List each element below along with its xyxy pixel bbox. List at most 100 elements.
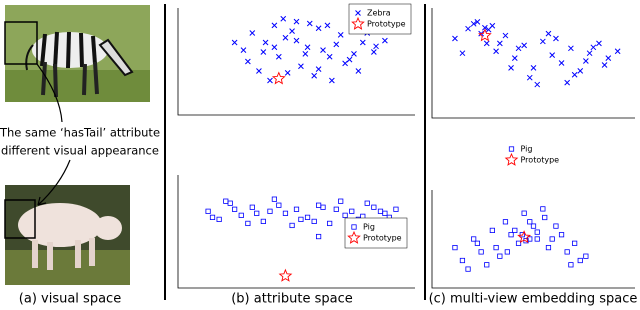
point — [304, 214, 311, 220]
point — [489, 227, 495, 233]
axes — [431, 190, 635, 289]
point — [205, 208, 211, 214]
point — [497, 253, 503, 259]
legend-marker — [351, 16, 365, 30]
caption: (a) visual space — [19, 292, 121, 307]
point — [527, 236, 533, 242]
legend-label: Pig — [521, 145, 533, 154]
prototype-point — [517, 230, 532, 244]
point — [370, 49, 377, 55]
point — [553, 35, 559, 42]
axes — [177, 175, 415, 289]
point — [512, 227, 518, 233]
point — [508, 65, 514, 71]
point — [496, 40, 503, 47]
point — [311, 218, 317, 224]
point — [542, 214, 548, 221]
point — [240, 47, 247, 53]
legend-marker — [355, 10, 361, 16]
point — [245, 58, 251, 65]
point — [326, 53, 333, 60]
point — [293, 206, 300, 212]
point — [583, 253, 589, 259]
point — [276, 202, 282, 208]
point — [282, 210, 289, 216]
point — [351, 51, 357, 57]
legend-label: Prototype — [363, 234, 402, 243]
point — [289, 222, 295, 229]
point — [511, 55, 518, 61]
point — [568, 45, 574, 52]
point — [545, 244, 552, 251]
point — [508, 232, 514, 238]
prototype-point — [478, 28, 492, 42]
annotation: different visual appearance — [1, 144, 159, 158]
point — [249, 204, 255, 210]
axes — [431, 8, 635, 119]
point — [515, 45, 522, 52]
point — [553, 223, 559, 229]
point — [470, 20, 477, 27]
point — [298, 63, 304, 70]
point — [227, 200, 233, 206]
point — [315, 233, 322, 240]
point — [530, 223, 537, 229]
axes — [177, 8, 415, 116]
point — [320, 47, 326, 53]
point — [271, 22, 278, 29]
point — [382, 37, 388, 44]
prototype-point — [271, 71, 286, 85]
point — [459, 257, 466, 264]
point — [373, 43, 379, 50]
point — [293, 37, 300, 44]
point — [572, 240, 578, 246]
legend-marker — [508, 146, 515, 152]
point — [304, 44, 311, 51]
point — [231, 39, 238, 46]
point — [232, 206, 238, 212]
legend-label: Prototype — [521, 156, 560, 165]
point — [327, 220, 333, 227]
point — [267, 77, 273, 84]
point — [474, 18, 481, 25]
point — [209, 214, 216, 220]
point — [596, 40, 602, 47]
point — [605, 55, 612, 61]
prototype-point — [278, 268, 293, 282]
point — [238, 212, 244, 218]
point — [601, 62, 608, 68]
point — [324, 22, 331, 29]
point — [564, 79, 571, 86]
point — [282, 34, 289, 41]
point — [245, 220, 251, 227]
point — [280, 15, 287, 22]
point — [262, 39, 269, 46]
point — [355, 68, 362, 74]
point — [393, 206, 399, 212]
point — [504, 249, 510, 255]
point — [474, 240, 481, 246]
point — [260, 218, 266, 224]
point — [549, 52, 556, 59]
legend-marker — [347, 230, 361, 244]
point — [311, 72, 318, 79]
point — [298, 216, 304, 222]
point — [478, 249, 484, 255]
point — [586, 50, 593, 57]
point — [364, 200, 370, 206]
caption: (b) attribute space — [231, 292, 353, 307]
point — [216, 216, 222, 222]
point — [315, 66, 322, 72]
point — [493, 244, 499, 251]
point — [493, 48, 499, 55]
legend-box — [344, 217, 408, 249]
point — [483, 40, 490, 47]
point — [502, 32, 509, 39]
point — [306, 20, 313, 27]
point — [521, 210, 527, 216]
point — [590, 44, 597, 51]
point — [359, 39, 366, 46]
point — [568, 262, 574, 268]
point — [558, 232, 565, 238]
